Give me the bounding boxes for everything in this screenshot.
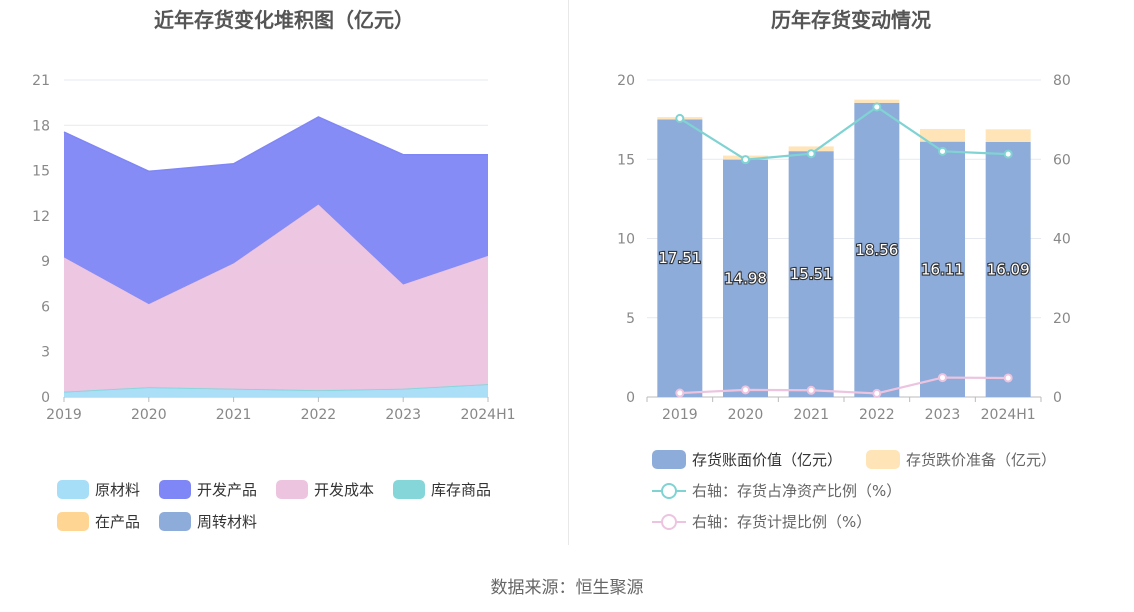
left-legend-swatch (159, 512, 191, 531)
bar-book-value (854, 102, 900, 397)
right-y-tick-label: 5 (626, 311, 635, 327)
bar-value-label: 15.51 (790, 265, 833, 283)
area-开发成本 (64, 204, 488, 392)
right-x-tick-label: 2023 (925, 407, 961, 423)
right-legend-marker (661, 514, 677, 530)
bar-impairment-reserve (985, 129, 1031, 142)
left-legend-swatch (393, 480, 425, 499)
left-y-tick-label: 0 (41, 390, 50, 406)
line-inventory-net-asset-ratio (679, 105, 1009, 161)
left-legend-swatch (159, 480, 191, 499)
left-x-tick-label: 2022 (301, 407, 337, 423)
right-y-tick-label: 0 (626, 390, 635, 406)
right-chart-title: 历年存货变动情况 (771, 8, 931, 32)
bar-value-label: 16.11 (921, 260, 964, 278)
right-x-tick-label: 2019 (662, 407, 698, 423)
right-legend-label: 右轴：存货计提比例（%） (692, 513, 871, 531)
bar-value-label: 17.51 (658, 249, 701, 267)
left-legend-swatch (57, 512, 89, 531)
line-inventory-net-asset-ratio-point (1003, 149, 1013, 159)
left-legend-label: 原材料 (95, 481, 140, 499)
right-legend-label: 存货账面价值（亿元） (692, 451, 842, 469)
panel-divider (568, 0, 569, 545)
data-source-note: 数据来源：恒生聚源 (490, 578, 644, 598)
area-开发产品 (64, 116, 488, 305)
left-y-tick-label: 15 (32, 164, 50, 180)
left-chart-title: 近年存货变化堆积图（亿元） (154, 8, 414, 32)
left-legend-swatch (276, 480, 308, 499)
right-x-tick-label: 2024H1 (981, 407, 1036, 423)
area-edge-开发产品 (63, 116, 488, 173)
left-legend-swatch (57, 480, 89, 499)
left-x-tick-label: 2021 (216, 407, 252, 423)
left-x-tick-label: 2023 (385, 407, 421, 423)
right-legend-swatch (866, 450, 900, 469)
bar-book-value (788, 151, 834, 397)
bar-impairment-reserve (854, 99, 900, 103)
line-inventory-net-asset-ratio-point (938, 146, 947, 156)
line-provision-ratio-point (872, 388, 882, 398)
line-provision-ratio-point (741, 385, 750, 395)
right-y-tick-label: 10 (617, 232, 635, 248)
right-y2-tick-label: 60 (1053, 152, 1071, 168)
left-x-tick-label: 2019 (46, 407, 82, 423)
bar-book-value (920, 141, 965, 397)
right-y2-tick-label: 40 (1053, 232, 1071, 248)
right-x-tick-label: 2021 (793, 407, 829, 423)
line-inventory-net-asset-ratio-point (675, 113, 685, 123)
line-inventory-net-asset-ratio-point (741, 155, 750, 165)
line-provision-ratio (679, 376, 1009, 395)
right-x-tick-label: 2020 (728, 407, 764, 423)
left-legend-label: 开发成本 (314, 481, 374, 499)
right-legend-marker (661, 483, 677, 499)
left-legend-label: 库存商品 (431, 481, 491, 499)
bar-value-label: 18.56 (855, 241, 898, 259)
bar-book-value (657, 119, 703, 398)
right-y-tick-label: 20 (617, 73, 635, 89)
line-inventory-net-asset-ratio-point (806, 149, 816, 159)
right-legend-label: 存货跌价准备（亿元） (906, 451, 1056, 469)
right-y2-tick-label: 80 (1053, 73, 1071, 89)
line-provision-ratio-point (806, 385, 816, 395)
right-y2-tick-label: 20 (1053, 311, 1071, 327)
left-legend-label: 在产品 (95, 513, 140, 531)
left-legend-label: 开发产品 (197, 481, 257, 499)
left-x-tick-label: 2020 (131, 407, 167, 423)
left-y-tick-label: 18 (32, 118, 50, 134)
right-legend-label: 右轴：存货占净资产比例（%） (692, 482, 901, 500)
left-y-tick-label: 9 (41, 254, 50, 270)
left-x-tick-label: 2024H1 (460, 407, 515, 423)
bar-book-value (723, 159, 768, 397)
bar-impairment-reserve (920, 128, 965, 142)
left-y-tick-label: 21 (32, 73, 50, 89)
line-provision-ratio-point (675, 388, 685, 398)
right-legend-swatch (652, 450, 686, 469)
left-y-tick-label: 3 (41, 345, 50, 361)
right-y2-tick-label: 0 (1053, 390, 1062, 406)
right-y-tick-label: 15 (617, 152, 635, 168)
line-provision-ratio-point (938, 373, 947, 383)
left-legend-label: 周转材料 (197, 513, 257, 531)
line-inventory-net-asset-ratio-point (872, 102, 882, 112)
left-y-tick-label: 6 (41, 299, 50, 315)
bar-value-label: 14.98 (724, 269, 767, 287)
area-原材料 (64, 384, 488, 397)
bar-book-value (985, 141, 1031, 397)
bar-impairment-reserve (788, 146, 834, 152)
line-provision-ratio-point (1003, 373, 1013, 383)
bar-value-label: 16.09 (987, 260, 1030, 278)
right-x-tick-label: 2022 (859, 407, 895, 423)
left-y-tick-label: 12 (32, 209, 50, 225)
